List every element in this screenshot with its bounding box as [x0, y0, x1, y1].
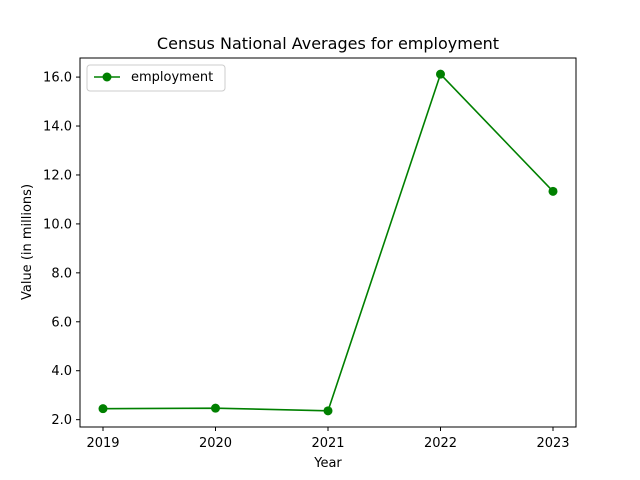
x-tick-label: 2021 — [311, 436, 344, 451]
y-tick-label: 10.0 — [43, 217, 72, 232]
x-tick-label: 2023 — [536, 436, 569, 451]
y-tick-label: 12.0 — [43, 168, 72, 183]
data-point — [436, 69, 445, 79]
x-tick-label: 2022 — [424, 436, 457, 451]
y-tick-label: 16.0 — [43, 71, 72, 86]
legend: employment — [86, 64, 226, 92]
plot-area — [80, 58, 576, 427]
x-axis-label: Year — [313, 456, 342, 471]
y-tick-label: 2.0 — [51, 413, 72, 428]
plot-frame — [79, 57, 577, 428]
data-point — [211, 403, 220, 413]
legend-box — [86, 64, 226, 92]
x-axis: 2019 2020 2021 2022 2023 — [86, 427, 570, 451]
y-tick-label: 4.0 — [51, 364, 72, 379]
y-tick-label: 8.0 — [51, 266, 72, 281]
series-layer — [98, 69, 558, 416]
y-axis-label: Value (in millions) — [20, 184, 35, 300]
legend-swatch-marker — [102, 72, 112, 82]
legend-label: employment — [131, 70, 213, 85]
x-tick-label: 2019 — [86, 436, 119, 451]
x-tick-label: 2020 — [199, 436, 232, 451]
y-tick-label: 14.0 — [43, 120, 72, 135]
data-point — [548, 186, 558, 196]
y-axis: 2.0 4.0 6.0 8.0 10.0 12.0 14.0 16.0 — [43, 71, 80, 428]
data-point — [323, 406, 333, 416]
y-tick-label: 6.0 — [51, 315, 72, 330]
chart-title: Census National Averages for employment — [157, 34, 499, 53]
data-point — [98, 404, 108, 414]
